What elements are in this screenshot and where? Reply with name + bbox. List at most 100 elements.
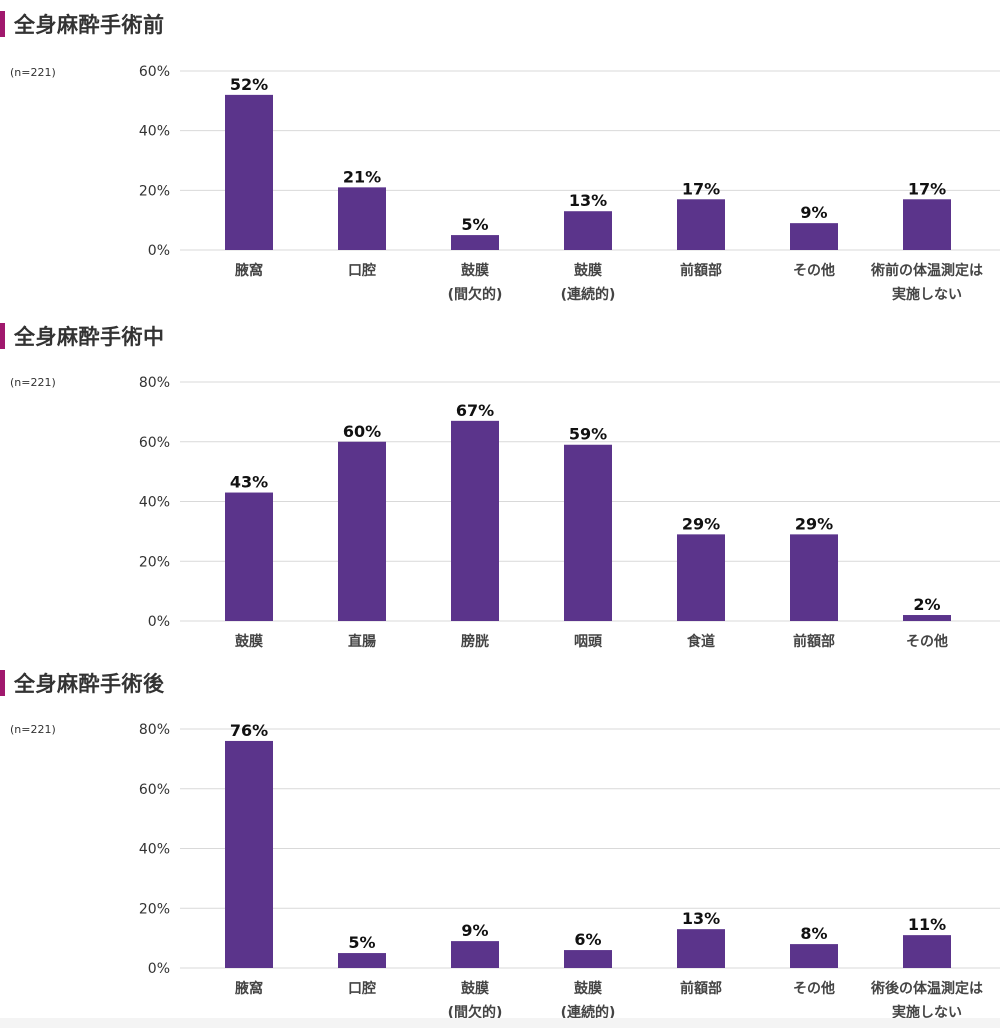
data-label: 5% bbox=[461, 215, 488, 234]
data-label: 29% bbox=[682, 514, 720, 533]
chart-section-preop: 全身麻酔手術前 (n=221) bbox=[0, 10, 1000, 310]
y-tick-label: 20% bbox=[139, 554, 170, 570]
data-label: 8% bbox=[800, 924, 827, 943]
bar bbox=[677, 929, 725, 968]
bar bbox=[338, 953, 386, 968]
chart-section-intraop: 全身麻酔手術中 (n=221) bbox=[0, 322, 1000, 652]
bar bbox=[451, 941, 499, 968]
y-tick-label: 80% bbox=[139, 722, 170, 738]
data-label: 6% bbox=[574, 930, 601, 949]
category-label: 膀胱 bbox=[460, 633, 489, 650]
category-label: 咽頭 bbox=[574, 634, 603, 650]
bar bbox=[677, 534, 725, 621]
category-label: 鼓膜 bbox=[235, 633, 263, 650]
y-tick-label: 60% bbox=[139, 64, 170, 80]
sample-size-note: (n=221) bbox=[10, 723, 56, 736]
bar bbox=[564, 211, 612, 250]
y-tick-label: 20% bbox=[139, 901, 170, 917]
category-label: その他 bbox=[906, 633, 948, 650]
category-label: 実施しない bbox=[892, 286, 962, 303]
y-tick-label: 0% bbox=[148, 961, 170, 977]
bar bbox=[451, 420, 499, 621]
section-title: 全身麻酔手術前 bbox=[0, 10, 165, 38]
y-tick-label: 0% bbox=[148, 243, 170, 259]
data-label: 43% bbox=[230, 473, 268, 492]
y-tick-label: 60% bbox=[139, 782, 170, 798]
chart-title: 全身麻酔手術後 bbox=[14, 672, 165, 696]
data-label: 13% bbox=[569, 191, 607, 210]
title-accent-bar bbox=[0, 11, 5, 37]
data-label: 9% bbox=[461, 921, 488, 940]
data-label: 29% bbox=[795, 514, 833, 533]
data-label: 17% bbox=[682, 179, 720, 198]
data-label: 60% bbox=[343, 422, 381, 441]
data-label: 5% bbox=[348, 933, 375, 952]
category-label: (連続的) bbox=[561, 1004, 616, 1021]
sample-size-note: (n=221) bbox=[10, 66, 56, 79]
data-label: 21% bbox=[343, 167, 381, 186]
category-label: その他 bbox=[793, 262, 835, 279]
title-accent-bar bbox=[0, 670, 5, 696]
bar bbox=[790, 944, 838, 968]
category-label: 直腸 bbox=[348, 633, 376, 650]
data-label: 13% bbox=[682, 909, 720, 928]
data-label: 52% bbox=[230, 75, 268, 94]
category-label: 鼓膜 bbox=[461, 980, 489, 997]
y-tick-label: 0% bbox=[148, 614, 170, 630]
data-label: 9% bbox=[800, 203, 827, 222]
category-label: 実施しない bbox=[892, 1004, 962, 1021]
y-tick-label: 40% bbox=[139, 842, 170, 858]
y-tick-label: 20% bbox=[139, 183, 170, 199]
data-label: 17% bbox=[908, 179, 946, 198]
bar bbox=[564, 950, 612, 968]
category-label: 術後の体温測定は bbox=[870, 980, 983, 997]
category-label: 腋窩 bbox=[235, 980, 263, 997]
data-label: 67% bbox=[456, 401, 494, 420]
data-label: 2% bbox=[913, 595, 940, 614]
bar bbox=[564, 444, 612, 621]
category-label: 前額部 bbox=[680, 262, 722, 279]
chart-section-postop: 全身麻酔手術後 (n=221) bbox=[0, 669, 1000, 1019]
data-label: 11% bbox=[908, 915, 946, 934]
bar bbox=[790, 534, 838, 621]
bar bbox=[677, 199, 725, 250]
category-label: 鼓膜 bbox=[574, 980, 602, 997]
bar bbox=[903, 199, 951, 250]
y-tick-label: 40% bbox=[139, 124, 170, 140]
category-label: 口腔 bbox=[348, 262, 376, 279]
category-label: (間欠的) bbox=[448, 1004, 503, 1021]
category-label: 鼓膜 bbox=[574, 262, 602, 279]
category-label: 前額部 bbox=[680, 980, 722, 997]
y-tick-label: 60% bbox=[139, 435, 170, 451]
bar bbox=[225, 492, 273, 621]
bar bbox=[451, 235, 499, 250]
category-label: 食道 bbox=[687, 633, 715, 650]
bar bbox=[338, 187, 386, 250]
chart-title: 全身麻酔手術前 bbox=[14, 13, 165, 37]
category-label: 口腔 bbox=[348, 980, 376, 997]
section-title: 全身麻酔手術中 bbox=[0, 322, 165, 350]
sample-size-note: (n=221) bbox=[10, 376, 56, 389]
bar bbox=[225, 94, 273, 250]
category-label: 前額部 bbox=[793, 633, 835, 650]
y-tick-label: 80% bbox=[139, 375, 170, 391]
section-title: 全身麻酔手術後 bbox=[0, 669, 165, 697]
category-label: (連続的) bbox=[561, 286, 616, 303]
chart-title: 全身麻酔手術中 bbox=[14, 325, 165, 349]
bar bbox=[903, 935, 951, 968]
footer-band bbox=[0, 1018, 1000, 1028]
bar bbox=[790, 223, 838, 250]
data-label: 59% bbox=[569, 425, 607, 444]
data-label: 76% bbox=[230, 721, 268, 740]
category-label: (間欠的) bbox=[448, 286, 503, 303]
bar bbox=[338, 441, 386, 621]
bar bbox=[903, 615, 951, 621]
bar bbox=[225, 740, 273, 968]
category-label: 腋窩 bbox=[235, 262, 263, 279]
category-label: 鼓膜 bbox=[461, 262, 489, 279]
y-tick-label: 40% bbox=[139, 495, 170, 511]
category-label: 術前の体温測定は bbox=[870, 262, 983, 279]
category-label: その他 bbox=[793, 980, 835, 997]
title-accent-bar bbox=[0, 323, 5, 349]
